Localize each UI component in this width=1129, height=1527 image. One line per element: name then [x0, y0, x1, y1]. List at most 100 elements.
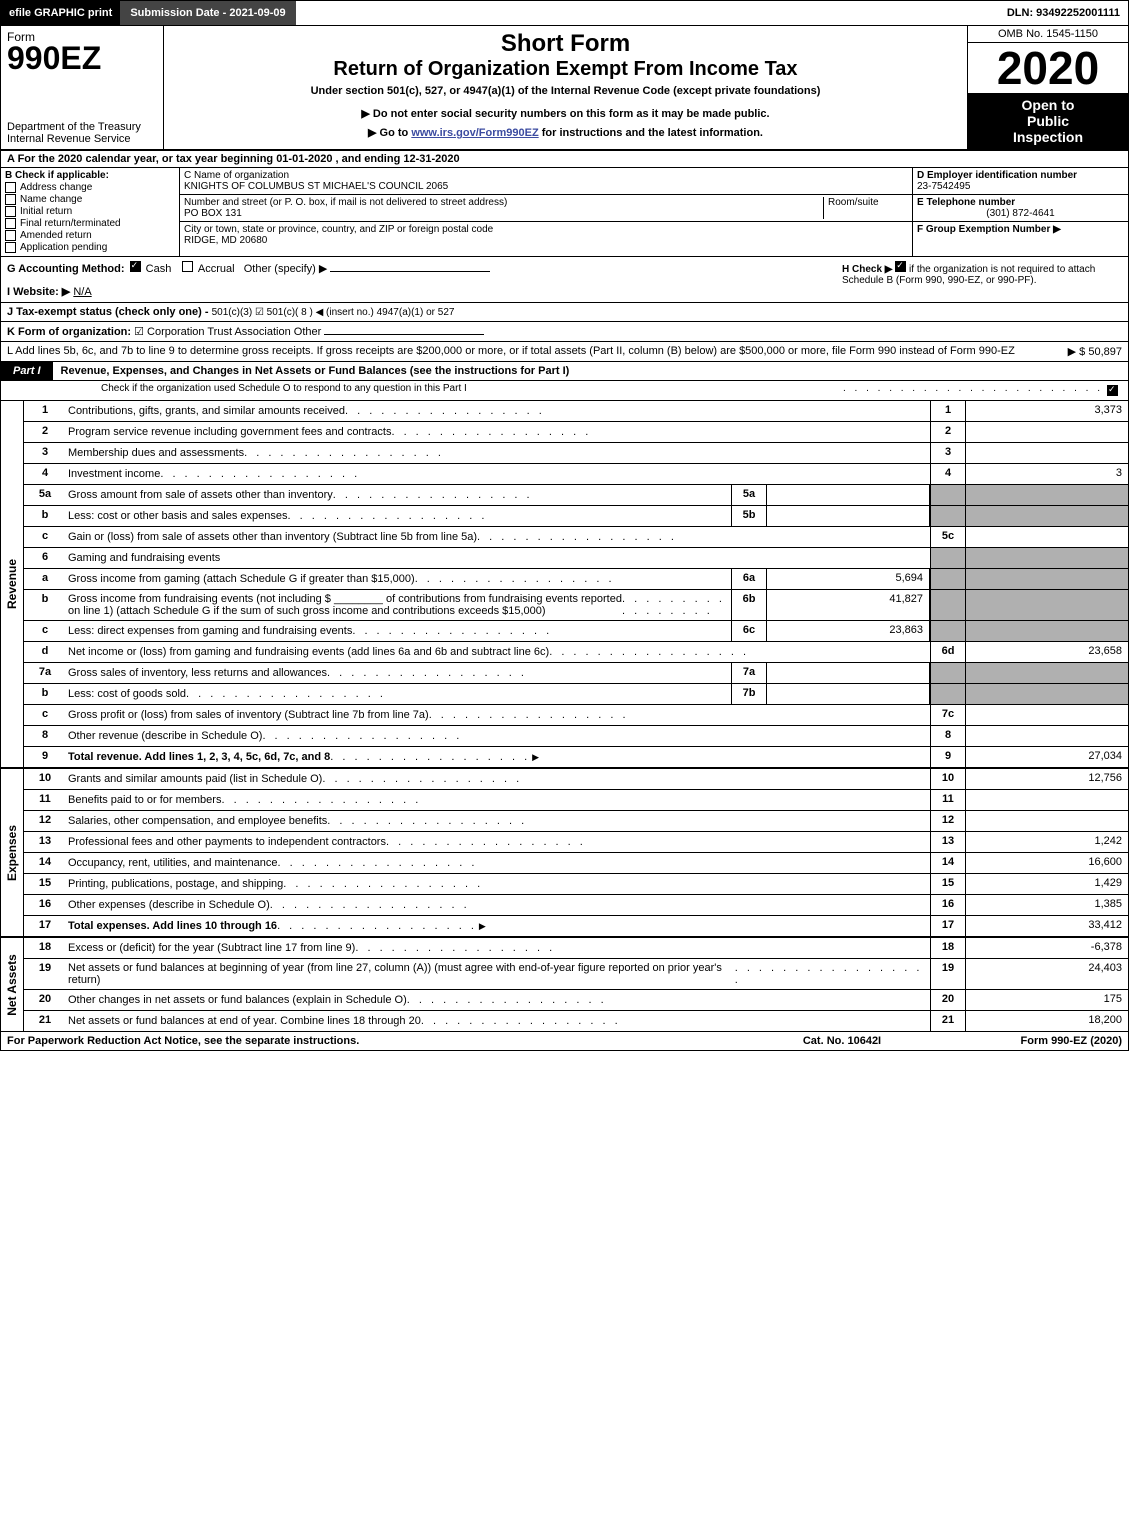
goto-prefix: ▶ Go to — [368, 127, 411, 139]
city: RIDGE, MD 20680 — [184, 235, 908, 246]
irs-label: Internal Revenue Service — [7, 133, 157, 145]
dept-treasury: Department of the Treasury — [7, 121, 157, 133]
part1-header: Part I Revenue, Expenses, and Changes in… — [1, 362, 1128, 381]
line-midnum: 6c — [731, 621, 767, 641]
line-num: 8 — [24, 726, 66, 746]
part1-label: Part I — [1, 362, 53, 380]
line-midamount — [767, 684, 930, 704]
line-amount: 27,034 — [966, 747, 1128, 767]
header-center: Short Form Return of Organization Exempt… — [164, 26, 967, 149]
line-amount: 3,373 — [966, 401, 1128, 421]
short-form-title: Short Form — [170, 30, 961, 58]
chk-name-change[interactable]: Name change — [5, 194, 175, 205]
line-rnum: 20 — [930, 990, 966, 1010]
k-options: ☑ Corporation Trust Association Other — [134, 326, 321, 338]
line-4: 4 Investment income . . . . . . . . . . … — [24, 464, 1128, 485]
paperwork-notice: For Paperwork Reduction Act Notice, see … — [7, 1035, 742, 1047]
other-specify-input[interactable] — [330, 271, 490, 272]
line-amount: 23,658 — [966, 642, 1128, 662]
topbar-spacer — [296, 1, 999, 25]
line-b: b Less: cost or other basis and sales ex… — [24, 506, 1128, 527]
line-desc: Salaries, other compensation, and employ… — [66, 811, 930, 831]
line-desc: Total expenses. Add lines 10 through 16 … — [66, 916, 930, 936]
cat-no: Cat. No. 10642I — [742, 1035, 942, 1047]
chk-accrual-icon[interactable] — [182, 261, 193, 272]
ein-block: D Employer identification number 23-7542… — [913, 168, 1128, 195]
ssn-notice: ▶ Do not enter social security numbers o… — [170, 107, 961, 120]
line-desc: Gaming and fundraising events — [66, 548, 930, 568]
line-midamount — [767, 506, 930, 526]
section-l: L Add lines 5b, 6c, and 7b to line 9 to … — [1, 342, 1128, 362]
chk-initial-return[interactable]: Initial return — [5, 206, 175, 217]
line-desc: Occupancy, rent, utilities, and maintena… — [66, 853, 930, 873]
line-num: 7a — [24, 663, 66, 683]
line-amount-grey — [966, 590, 1128, 620]
chk-schedule-o-icon[interactable] — [1107, 385, 1118, 396]
netassets-body: 18 Excess or (deficit) for the year (Sub… — [24, 938, 1128, 1031]
line-rnum: 3 — [930, 443, 966, 463]
line-amount — [966, 705, 1128, 725]
print-link[interactable]: print — [88, 7, 112, 19]
checkbox-icon — [5, 242, 16, 253]
chk-amended-return[interactable]: Amended return — [5, 230, 175, 241]
line-amount-grey — [966, 621, 1128, 641]
h-label: H Check ▶ — [842, 264, 892, 275]
dln-label: DLN: 93492252001111 — [999, 1, 1128, 25]
line-rnum: 1 — [930, 401, 966, 421]
org-name-block: C Name of organization KNIGHTS OF COLUMB… — [180, 168, 912, 195]
g-label: G Accounting Method: — [7, 263, 125, 275]
tel: (301) 872-4641 — [917, 208, 1124, 219]
line-14: 14 Occupancy, rent, utilities, and maint… — [24, 853, 1128, 874]
website-value: N/A — [73, 286, 91, 298]
section-c: C Name of organization KNIGHTS OF COLUMB… — [180, 168, 913, 256]
line-rnum: 21 — [930, 1011, 966, 1031]
line-amount — [966, 790, 1128, 810]
line-amount: 1,429 — [966, 874, 1128, 894]
chk-final-return[interactable]: Final return/terminated — [5, 218, 175, 229]
irs-link[interactable]: www.irs.gov/Form990EZ — [411, 127, 538, 139]
line-desc: Membership dues and assessments . . . . … — [66, 443, 930, 463]
label-city: City or town, state or province, country… — [184, 224, 908, 235]
line-num: 16 — [24, 895, 66, 915]
line-rnum-grey — [930, 684, 966, 704]
line-midnum: 7b — [731, 684, 767, 704]
line-amount — [966, 527, 1128, 547]
line-desc: Net assets or fund balances at end of ye… — [66, 1011, 930, 1031]
line-num: 13 — [24, 832, 66, 852]
line-a: a Gross income from gaming (attach Sched… — [24, 569, 1128, 590]
goto-suffix: for instructions and the latest informat… — [539, 127, 763, 139]
line-15: 15 Printing, publications, postage, and … — [24, 874, 1128, 895]
line-20: 20 Other changes in net assets or fund b… — [24, 990, 1128, 1011]
line-num: 19 — [24, 959, 66, 989]
top-bar: efile GRAPHIC print Submission Date - 20… — [1, 1, 1128, 26]
line-21: 21 Net assets or fund balances at end of… — [24, 1011, 1128, 1031]
code-subtitle: Under section 501(c), 527, or 4947(a)(1)… — [170, 85, 961, 97]
line-midnum: 5b — [731, 506, 767, 526]
street: PO BOX 131 — [184, 208, 823, 219]
line-midnum: 5a — [731, 485, 767, 505]
line-num: b — [24, 684, 66, 704]
room-suite-label: Room/suite — [823, 197, 908, 219]
line-13: 13 Professional fees and other payments … — [24, 832, 1128, 853]
line-d: d Net income or (loss) from gaming and f… — [24, 642, 1128, 663]
chk-cash-icon[interactable] — [130, 261, 141, 272]
part1-title: Revenue, Expenses, and Changes in Net As… — [53, 362, 1128, 380]
line-amount: 24,403 — [966, 959, 1128, 989]
line-num: 21 — [24, 1011, 66, 1031]
section-a-tax-year: A For the 2020 calendar year, or tax yea… — [1, 151, 1128, 168]
revenue-side-label: Revenue — [1, 401, 24, 767]
line-desc: Contributions, gifts, grants, and simila… — [66, 401, 930, 421]
chk-application-pending[interactable]: Application pending — [5, 242, 175, 253]
line-amount: 3 — [966, 464, 1128, 484]
line-desc: Other changes in net assets or fund bala… — [66, 990, 930, 1010]
chk-schedule-b-icon[interactable] — [895, 261, 906, 272]
line-num: 9 — [24, 747, 66, 767]
revenue-body: 1 Contributions, gifts, grants, and simi… — [24, 401, 1128, 767]
city-block: City or town, state or province, country… — [180, 222, 912, 256]
header-left: Form 990EZ Department of the Treasury In… — [1, 26, 164, 149]
section-h: H Check ▶ if the organization is not req… — [842, 261, 1122, 298]
line-amount: -6,378 — [966, 938, 1128, 958]
k-other-input[interactable] — [324, 334, 484, 335]
open-to: Open to — [970, 97, 1126, 113]
chk-address-change[interactable]: Address change — [5, 182, 175, 193]
